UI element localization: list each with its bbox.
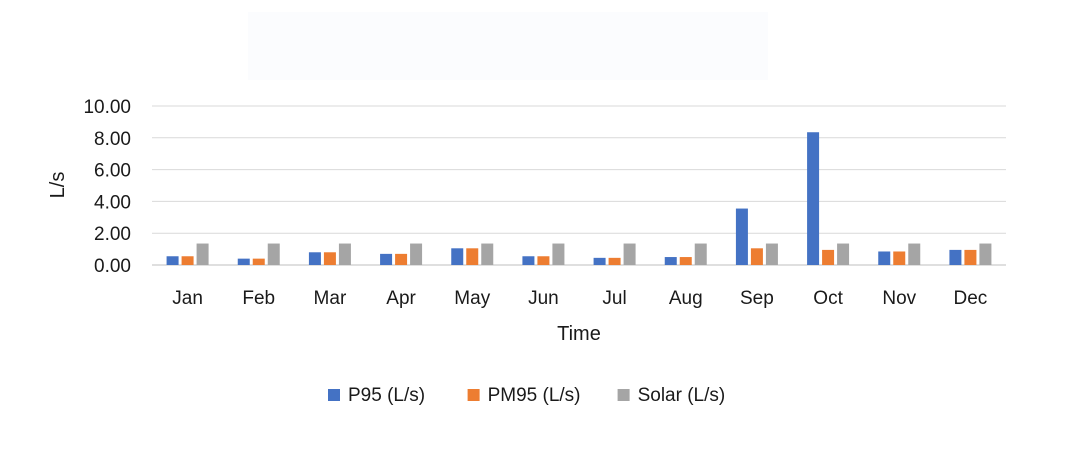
y-tick-label-2: 4.00: [94, 192, 131, 213]
bar-may-series-1: [466, 248, 479, 265]
x-tick-label-jul: Jul: [602, 288, 626, 309]
legend-swatch-1: [467, 389, 480, 401]
bar-sep-series-2: [765, 243, 778, 265]
y-tick-label-3: 6.00: [94, 161, 131, 182]
bar-dec-series-2: [979, 243, 992, 265]
bars: [166, 132, 992, 265]
bar-oct-series-1: [822, 249, 835, 265]
bar-mar-series-0: [308, 252, 321, 265]
y-axis-title: L/s: [47, 172, 69, 199]
bar-feb-series-1: [252, 258, 265, 265]
x-tick-label-may: May: [454, 288, 490, 309]
y-tick-label-5: 10.00: [83, 97, 131, 118]
chart-title-area: [248, 12, 768, 80]
bar-aug-series-2: [694, 243, 707, 265]
bar-jan-series-2: [196, 243, 209, 265]
x-tick-label-aug: Aug: [669, 288, 703, 309]
bar-jan-series-1: [181, 256, 194, 265]
bar-apr-series-2: [410, 243, 423, 265]
bar-jul-series-0: [593, 257, 606, 265]
x-tick-label-mar: Mar: [314, 288, 347, 309]
x-axis-title: Time: [557, 323, 601, 345]
bar-oct-series-0: [807, 132, 820, 265]
y-tick-label-1: 2.00: [94, 224, 131, 245]
bar-mar-series-2: [338, 243, 351, 265]
bar-nov-series-2: [908, 243, 921, 265]
bar-jun-series-2: [552, 243, 565, 265]
legend-label-1: PM95 (L/s): [488, 385, 581, 406]
bar-jan-series-0: [166, 256, 179, 265]
legend-swatch-2: [617, 389, 630, 401]
bar-feb-series-2: [267, 243, 280, 265]
y-tick-label-0: 0.00: [94, 256, 131, 277]
bar-sep-series-0: [735, 208, 748, 265]
bar-nov-series-0: [878, 251, 891, 265]
bar-may-series-0: [451, 248, 464, 265]
y-tick-label-4: 8.00: [94, 129, 131, 150]
bar-feb-series-0: [237, 258, 250, 265]
x-tick-label-jun: Jun: [528, 288, 559, 309]
x-tick-label-feb: Feb: [242, 288, 275, 309]
bar-jul-series-1: [608, 257, 621, 265]
bar-jul-series-2: [623, 243, 636, 265]
legend-swatch-0: [328, 389, 340, 401]
x-tick-labels: Jan Feb Mar Apr May Jun Jul Aug Sep Oct Nov Dec: [172, 288, 987, 309]
bar-apr-series-0: [380, 253, 393, 265]
bar-sep-series-1: [750, 248, 763, 265]
bar-jun-series-1: [537, 256, 550, 265]
x-tick-label-nov: Nov: [882, 288, 916, 309]
legend-label-0: P95 (L/s): [348, 385, 425, 406]
bar-mar-series-1: [323, 252, 336, 265]
y-tick-labels: 0.00 2.00 4.00 6.00 8.00 10.00: [83, 97, 131, 277]
x-tick-label-oct: Oct: [813, 288, 843, 309]
bar-aug-series-1: [679, 257, 692, 265]
x-tick-label-jan: Jan: [172, 288, 203, 309]
gridlines: [152, 105, 1006, 266]
x-tick-label-sep: Sep: [740, 288, 774, 309]
x-tick-label-dec: Dec: [954, 288, 988, 309]
x-tick-label-apr: Apr: [386, 288, 416, 309]
bar-aug-series-0: [664, 257, 677, 265]
bar-dec-series-0: [949, 249, 962, 265]
bar-jun-series-0: [522, 256, 535, 265]
legend: P95 (L/s) PM95 (L/s) Solar (L/s): [328, 385, 725, 406]
bar-apr-series-1: [395, 253, 408, 265]
legend-label-2: Solar (L/s): [638, 385, 726, 406]
bar-nov-series-1: [893, 251, 906, 265]
bar-may-series-2: [481, 243, 494, 265]
bar-dec-series-1: [964, 249, 977, 265]
bar-oct-series-2: [837, 243, 850, 265]
